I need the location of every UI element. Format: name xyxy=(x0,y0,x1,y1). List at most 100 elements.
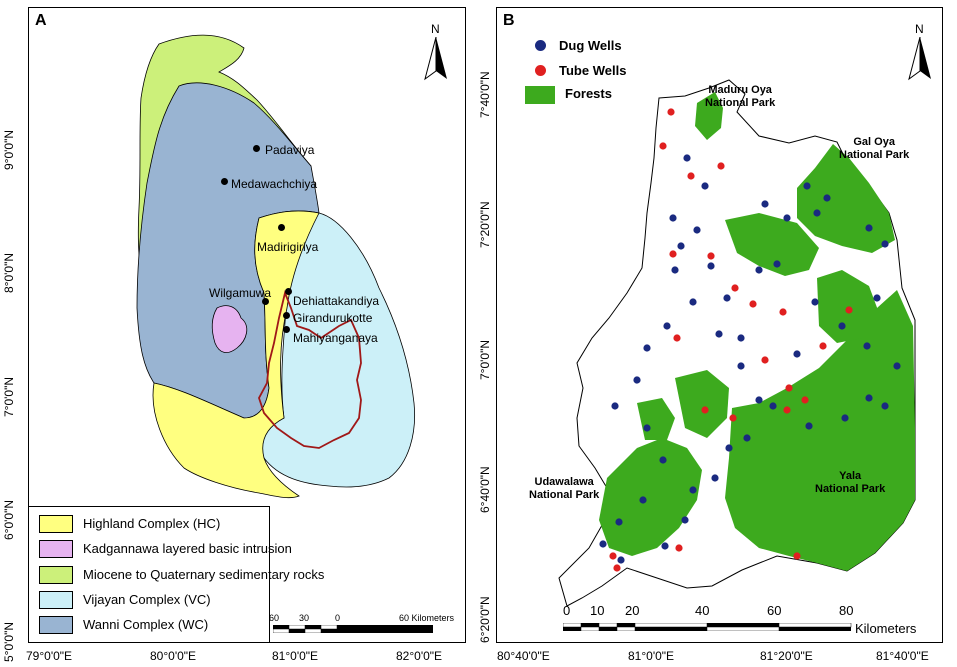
dug-well-marker xyxy=(865,224,873,232)
tube-well-marker xyxy=(819,342,827,350)
tube-well-swatch xyxy=(535,65,546,76)
scale-label: 80 xyxy=(839,603,854,618)
dug-well-marker xyxy=(711,474,719,482)
y-tick-label: 5°0'0"N xyxy=(2,621,16,662)
dug-well-marker xyxy=(615,518,623,526)
dug-well-marker xyxy=(893,362,901,370)
x-tick-label: 79°0'0"E xyxy=(26,649,73,663)
forest-east xyxy=(817,270,879,343)
park-label-line: Gal Oya xyxy=(853,136,895,148)
scale-label: 20 xyxy=(625,603,640,618)
tube-well-marker xyxy=(793,552,801,560)
legend-label: Highland Complex (HC) xyxy=(83,516,221,531)
y-tick-label: 8°0'0"N xyxy=(2,252,16,293)
x-tick-label: 81°40'0"E xyxy=(876,649,929,663)
dug-well-marker xyxy=(803,182,811,190)
x-tick-label: 81°20'0"E xyxy=(760,649,813,663)
dug-well-marker xyxy=(611,402,619,410)
legend-label: Dug Wells xyxy=(559,38,622,53)
north-arrow-icon xyxy=(908,37,931,81)
legend-item: Vijayan Complex (VC) xyxy=(39,591,309,611)
place-label: Padaviya xyxy=(265,143,315,157)
x-tick-label: 80°0'0"E xyxy=(150,649,197,663)
y-tick-label: 9°0'0"N xyxy=(2,129,16,170)
tube-well-marker xyxy=(845,306,853,314)
dug-well-marker xyxy=(769,402,777,410)
tube-well-marker xyxy=(609,552,617,560)
tube-well-marker xyxy=(707,252,715,260)
forest-yala xyxy=(725,290,915,571)
place-marker xyxy=(221,178,228,185)
y-tick-label: 7°20'0"N xyxy=(478,201,492,248)
y-tick-label: 7°0'0"N xyxy=(478,339,492,380)
highland-complex-region xyxy=(152,210,320,499)
place-marker xyxy=(262,298,269,305)
tube-well-marker xyxy=(749,300,757,308)
y-tick-label: 7°0'0"N xyxy=(2,376,16,417)
park-label-line: National Park xyxy=(815,483,886,495)
study-area-wells-map xyxy=(558,79,916,607)
legend-item: Wanni Complex (WC) xyxy=(39,616,309,636)
park-label-line: National Park xyxy=(839,149,910,161)
park-label-line: National Park xyxy=(705,97,776,109)
dug-well-marker xyxy=(761,200,769,208)
scale-bar-b: 0 10 20 40 60 80 Kilometers xyxy=(559,603,939,636)
forest-udawalawa xyxy=(599,438,702,556)
dug-well-marker xyxy=(723,294,731,302)
panel-letter-b: B xyxy=(503,12,515,29)
dug-well-marker xyxy=(811,298,819,306)
scale-label: 0 xyxy=(335,613,341,623)
tube-well-marker xyxy=(785,384,793,392)
sri-lanka-geology-map xyxy=(136,34,415,499)
forest-swatch xyxy=(525,86,555,104)
scale-label: 60 Kilometers xyxy=(399,613,455,623)
dug-well-marker xyxy=(755,396,763,404)
x-tick-label: 81°0'0"E xyxy=(272,649,319,663)
tube-well-marker xyxy=(673,334,681,342)
legend-swatch xyxy=(39,540,73,558)
legend-label: Miocene to Quaternary sedimentary rocks xyxy=(83,567,325,582)
scale-bar-a: 60 30 0 60 Kilometers xyxy=(269,613,459,637)
scale-label: 0 xyxy=(563,603,571,618)
north-label: N xyxy=(431,22,440,36)
panel-b-wells-map: B N Dug Wells Tube Wells Forests Maduru … xyxy=(496,7,943,643)
place-label: Wilgamuwa xyxy=(209,286,272,300)
dug-well-marker xyxy=(743,434,751,442)
scale-label: 10 xyxy=(590,603,605,618)
tube-well-marker xyxy=(659,142,667,150)
tube-well-marker xyxy=(701,406,709,414)
scale-label: 30 xyxy=(299,613,310,623)
dug-well-marker xyxy=(737,362,745,370)
legend-swatch xyxy=(39,616,73,634)
scale-label: 40 xyxy=(695,603,710,618)
forest-south-central xyxy=(675,370,729,438)
dug-well-marker xyxy=(865,394,873,402)
tube-well-marker xyxy=(761,356,769,364)
dug-well-marker xyxy=(633,376,641,384)
dug-well-marker xyxy=(813,209,821,217)
legend-swatch xyxy=(39,566,73,584)
place-label: Dehiattakandiya xyxy=(293,294,380,308)
dug-well-marker xyxy=(643,344,651,352)
dug-well-marker xyxy=(755,266,763,274)
dug-well-marker xyxy=(661,542,669,550)
dug-well-marker xyxy=(783,214,791,222)
x-tick-label: 82°0'0"E xyxy=(396,649,443,663)
tube-well-marker xyxy=(613,564,621,572)
tube-well-marker xyxy=(801,396,809,404)
y-tick-label: 6°0'0"N xyxy=(2,499,16,540)
forest-areas xyxy=(599,92,915,571)
dug-well-marker xyxy=(881,240,889,248)
place-marker xyxy=(253,145,260,152)
scale-label: 60 xyxy=(269,613,280,623)
north-arrow-a: N xyxy=(421,22,451,82)
dug-well-marker xyxy=(715,330,723,338)
park-label-udawalawa: Udawalawa National Park xyxy=(529,476,599,502)
place-label: Mahiyanganaya xyxy=(293,331,378,345)
park-label-line: National Park xyxy=(529,489,600,501)
dug-well-marker xyxy=(617,556,625,564)
place-marker xyxy=(283,326,290,333)
dug-well-marker xyxy=(643,424,651,432)
dug-well-marker xyxy=(805,422,813,430)
place-label: Madirigiriya xyxy=(257,240,319,254)
